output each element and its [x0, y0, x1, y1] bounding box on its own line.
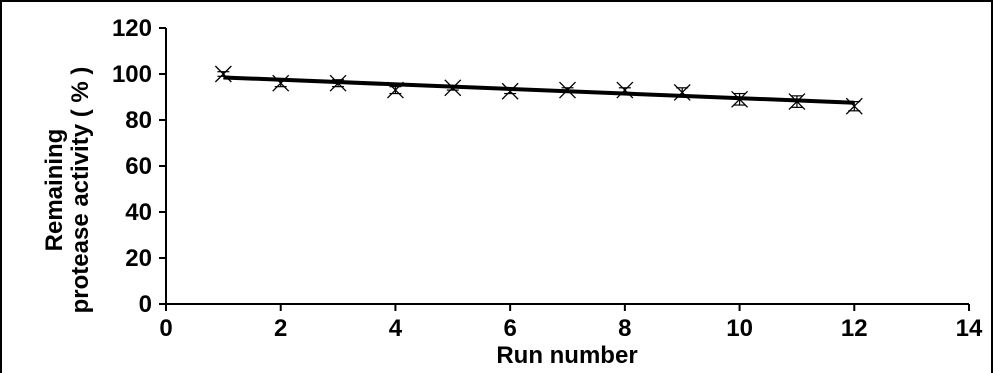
x-marker-stroke-2: [386, 81, 404, 99]
y-tick-label-2: 40: [125, 199, 152, 226]
x-axis-title: Run number: [496, 342, 637, 369]
x-tick-label-4: 8: [618, 315, 631, 342]
x-tick-label-0: 0: [159, 315, 172, 342]
linear-trendline: [223, 75, 855, 105]
data-point-6: [501, 82, 519, 100]
x-marker-stroke-2: [501, 82, 519, 100]
x-tick-label-3: 6: [503, 315, 516, 342]
x-axis: 0 2 4 6 8 10 12 14: [159, 303, 983, 342]
x-marker-stroke-2: [272, 74, 290, 92]
x-tick-label-5: 10: [726, 315, 753, 342]
y-tick-label-1: 20: [125, 245, 152, 272]
data-point-7: [559, 81, 576, 99]
data-points-layer: [214, 65, 863, 115]
data-point-9: [673, 83, 691, 101]
x-marker-stroke-2: [845, 97, 863, 115]
x-marker-stroke-2: [444, 79, 462, 97]
data-point-4: [386, 81, 404, 99]
x-tick-label-7: 14: [956, 315, 983, 342]
y-tick-label-4: 80: [125, 107, 152, 134]
y-tick-label-3: 60: [125, 153, 152, 180]
x-marker-stroke-2: [673, 83, 691, 101]
data-point-8: [616, 81, 634, 99]
data-point-2: [272, 74, 290, 92]
data-point-1: [214, 65, 232, 83]
data-point-11: [788, 93, 806, 111]
x-tick-label-2: 4: [389, 315, 403, 342]
x-marker-stroke-2: [788, 93, 806, 111]
y-tick-label-6: 120: [112, 15, 152, 42]
y-axis: 0 20 40 60 80 100 120: [112, 15, 167, 318]
data-point-10: [731, 90, 749, 108]
x-marker-stroke-2: [214, 65, 232, 83]
x-tick-label-1: 2: [274, 315, 287, 342]
data-point-12: [845, 97, 863, 115]
data-point-3: [329, 74, 347, 92]
data-point-5: [444, 79, 462, 97]
x-marker-stroke-2: [559, 81, 576, 99]
x-marker-stroke-2: [616, 81, 634, 99]
x-tick-label-6: 12: [841, 315, 868, 342]
y-axis-title-line-2: protease activity ( % ): [67, 67, 94, 314]
y-axis-title-line-1: Remaining: [41, 129, 68, 252]
y-tick-label-5: 100: [112, 61, 152, 88]
x-marker-stroke-2: [329, 74, 347, 92]
trendline-layer: [223, 75, 855, 105]
y-tick-label-0: 0: [139, 291, 152, 318]
x-marker-stroke-2: [731, 90, 749, 108]
